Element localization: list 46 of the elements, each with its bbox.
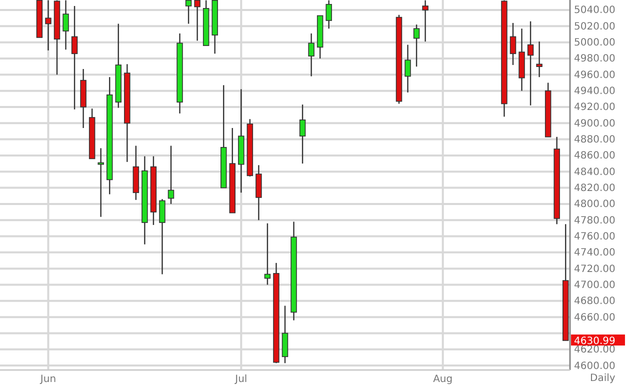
candlestick	[527, 20, 534, 106]
y-tick-label: 4940.00	[574, 86, 616, 98]
candlestick	[62, 0, 69, 50]
candlestick	[404, 44, 411, 94]
y-tick-label: 4820.00	[574, 182, 616, 194]
y-tick-label: 4860.00	[574, 150, 616, 162]
candlestick	[299, 104, 306, 164]
y-tick-label: 4880.00	[574, 134, 616, 146]
candlestick	[264, 222, 271, 286]
y-tick-label: 4840.00	[574, 166, 616, 178]
candlestick	[308, 32, 314, 77]
y-tick-label: 5000.00	[574, 38, 616, 49]
x-tick-label: Jul	[234, 374, 248, 385]
y-tick-label: 4780.00	[574, 215, 616, 226]
y-tick-label: 4920.00	[574, 102, 616, 114]
y-tick-label: 4680.00	[574, 296, 616, 308]
y-tick-label: 4900.00	[574, 118, 616, 130]
y-tick-label: 4720.00	[574, 264, 616, 275]
candlestick	[98, 148, 104, 218]
candlestick	[168, 145, 174, 205]
y-tick-label: 4740.00	[574, 248, 616, 259]
y-tick-label: 4700.00	[574, 280, 616, 291]
y-tick-label: 4600.00	[574, 360, 616, 372]
candlestick	[536, 40, 542, 78]
candlestick	[422, 0, 428, 42]
y-tick-label: 4760.00	[574, 231, 616, 242]
text: Daily	[590, 373, 616, 384]
candlestick	[71, 5, 78, 110]
candlestick	[510, 22, 516, 66]
candlestick	[194, 0, 200, 42]
candlestick	[159, 198, 166, 275]
x-tick-label: Jun	[39, 374, 56, 385]
candlestick	[256, 164, 262, 221]
y-tick-label: 5040.00	[574, 5, 616, 16]
y-tick-label: 4660.00	[574, 312, 616, 324]
candlestick	[413, 24, 420, 68]
candlestick	[282, 305, 288, 364]
y-tick-label: 4620.00	[574, 344, 616, 356]
x-tick-label: Aug	[433, 374, 453, 385]
y-tick-label: 4960.00	[574, 70, 616, 81]
candlestick	[326, 0, 332, 30]
y-tick-label: 4800.00	[574, 199, 616, 210]
candlestick	[185, 0, 192, 24]
y-tick-label: 4980.00	[574, 54, 616, 65]
candlestick	[45, 0, 52, 52]
y-tick-label: 5020.00	[574, 21, 616, 32]
